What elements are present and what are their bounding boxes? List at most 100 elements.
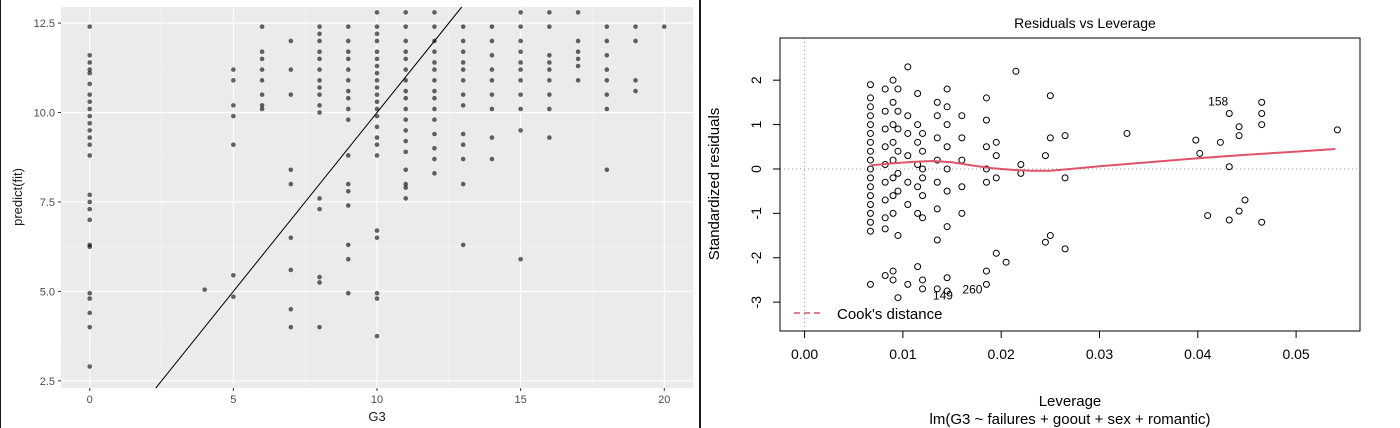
x-tick-label: 20 bbox=[658, 394, 670, 406]
data-point bbox=[547, 78, 552, 83]
predicted-vs-actual-plot: 0 5 10 15 20 2.5 5.0 7.5 10.0 12.5 G3 predict(fi… bbox=[10, 6, 693, 424]
data-point bbox=[403, 167, 409, 173]
residual-point bbox=[904, 63, 912, 71]
residual-point bbox=[866, 112, 874, 120]
data-point bbox=[460, 67, 466, 72]
residual-point bbox=[904, 129, 912, 137]
residual-point bbox=[933, 205, 941, 213]
data-point bbox=[231, 103, 236, 108]
data-point bbox=[317, 49, 322, 55]
data-point bbox=[317, 110, 322, 115]
data-point bbox=[374, 24, 380, 29]
data-point bbox=[259, 49, 265, 55]
x-tick-label: 0.02 bbox=[988, 346, 1015, 362]
data-point bbox=[345, 256, 351, 262]
data-point bbox=[403, 38, 409, 44]
data-point bbox=[432, 131, 437, 137]
residual-point bbox=[894, 294, 902, 302]
data-point bbox=[489, 52, 495, 58]
data-point bbox=[518, 106, 523, 112]
residual-point bbox=[866, 94, 874, 102]
x-tick-label: 5 bbox=[230, 394, 236, 406]
data-point bbox=[661, 24, 667, 29]
residual-point bbox=[1216, 138, 1224, 146]
data-point bbox=[288, 167, 294, 173]
residual-point bbox=[866, 103, 874, 111]
data-point bbox=[317, 56, 322, 62]
ggplot-y-ticks: 2.5 5.0 7.5 10.0 12.5 bbox=[34, 18, 61, 388]
data-point bbox=[259, 92, 265, 97]
residual-point bbox=[894, 107, 902, 115]
data-point bbox=[518, 92, 523, 97]
data-point bbox=[547, 135, 552, 140]
residual-point bbox=[881, 143, 889, 151]
residual-point bbox=[866, 129, 874, 137]
y-axis-label: predict(fit) bbox=[10, 168, 25, 226]
data-point bbox=[460, 92, 466, 97]
residual-point bbox=[881, 85, 889, 93]
data-point bbox=[633, 24, 638, 29]
data-point bbox=[202, 287, 207, 292]
y-tick-label: 0 bbox=[748, 165, 764, 173]
data-point bbox=[432, 88, 437, 94]
data-point bbox=[374, 38, 380, 44]
residual-point bbox=[992, 138, 1000, 146]
residual-point bbox=[1061, 132, 1069, 140]
data-point bbox=[403, 10, 409, 15]
data-point bbox=[288, 67, 294, 72]
residual-point bbox=[958, 183, 966, 191]
data-point bbox=[575, 78, 581, 83]
data-point bbox=[518, 24, 523, 29]
data-point bbox=[432, 67, 437, 72]
data-point bbox=[518, 256, 523, 262]
data-point bbox=[403, 196, 409, 201]
residual-point bbox=[904, 280, 912, 288]
x-tick-label: 0.01 bbox=[889, 346, 916, 362]
data-point bbox=[432, 78, 437, 83]
data-point bbox=[374, 113, 380, 119]
data-point bbox=[374, 49, 380, 55]
legend-label: Cook's distance bbox=[837, 306, 942, 323]
data-point bbox=[345, 88, 351, 94]
data-point bbox=[432, 60, 437, 65]
data-point bbox=[374, 56, 380, 62]
data-point bbox=[345, 24, 351, 29]
residual-point bbox=[866, 200, 874, 208]
data-point bbox=[317, 324, 322, 330]
residual-point bbox=[1123, 129, 1131, 137]
residual-point bbox=[889, 121, 897, 129]
data-point bbox=[87, 296, 93, 301]
residual-point bbox=[958, 112, 966, 120]
smooth-line bbox=[870, 148, 1336, 172]
x-tick-label: 15 bbox=[515, 394, 527, 406]
data-point bbox=[345, 188, 351, 194]
residual-point bbox=[943, 143, 951, 151]
data-point bbox=[403, 117, 409, 122]
data-point bbox=[547, 92, 552, 97]
residual-point bbox=[866, 174, 874, 182]
data-point bbox=[317, 31, 322, 37]
data-point bbox=[345, 49, 351, 55]
data-point bbox=[288, 324, 294, 330]
data-point bbox=[345, 242, 351, 248]
residual-point bbox=[919, 214, 927, 222]
data-point bbox=[288, 38, 294, 44]
data-point bbox=[87, 70, 93, 76]
residual-point bbox=[894, 232, 902, 240]
residual-point bbox=[881, 196, 889, 204]
data-point bbox=[460, 49, 466, 55]
data-point bbox=[460, 24, 466, 29]
data-point bbox=[87, 199, 93, 205]
x-axis-label: G3 bbox=[368, 409, 385, 424]
data-point bbox=[547, 106, 552, 112]
residual-point bbox=[866, 147, 874, 155]
data-point bbox=[345, 117, 351, 122]
data-point bbox=[432, 156, 437, 162]
data-point bbox=[87, 364, 93, 369]
data-point bbox=[604, 92, 610, 97]
x-axis-label: Leverage bbox=[1039, 393, 1102, 410]
plot-title: Residuals vs Leverage bbox=[1014, 15, 1156, 31]
data-point bbox=[87, 310, 93, 316]
data-point bbox=[231, 273, 236, 278]
data-point bbox=[87, 142, 93, 148]
